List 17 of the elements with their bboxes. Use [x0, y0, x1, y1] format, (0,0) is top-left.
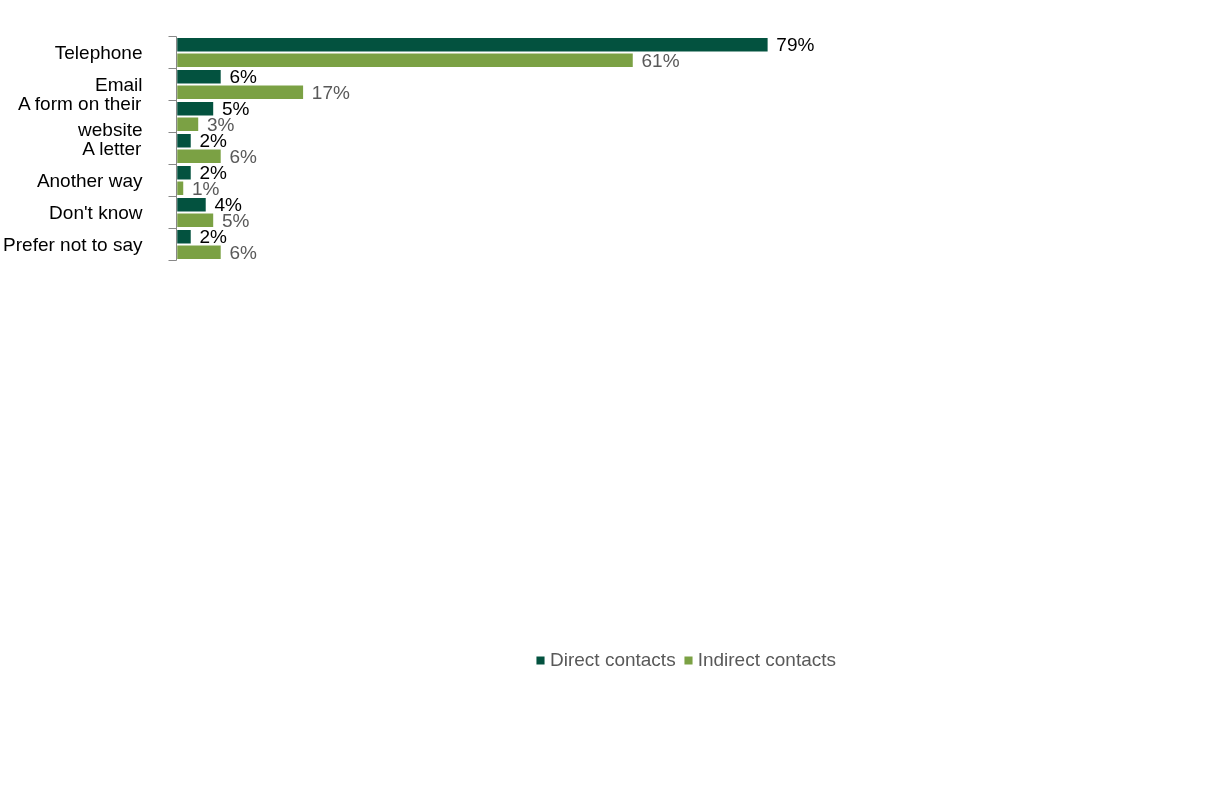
- legend-label: Indirect contacts: [697, 648, 836, 671]
- data-label: 6%: [229, 145, 258, 167]
- data-label: 6%: [229, 66, 258, 88]
- data-label: 2%: [199, 226, 228, 248]
- data-label: 17%: [311, 81, 350, 103]
- data-label: 79%: [776, 34, 815, 56]
- y-tick-label: A form on their website: [17, 93, 143, 140]
- data-label: 2%: [199, 130, 228, 152]
- y-tick-label: Prefer not to say: [3, 234, 143, 255]
- data-label: 61%: [641, 49, 680, 71]
- legend-label: Direct contacts: [550, 648, 676, 671]
- data-label: 6%: [229, 241, 258, 263]
- y-tick-label: Another way: [36, 170, 143, 191]
- y-tick-label: A letter: [82, 138, 143, 159]
- y-tick-label: Don't know: [49, 202, 143, 223]
- y-tick-label: Telephone: [54, 42, 143, 63]
- y-tick-label: Email: [94, 74, 143, 95]
